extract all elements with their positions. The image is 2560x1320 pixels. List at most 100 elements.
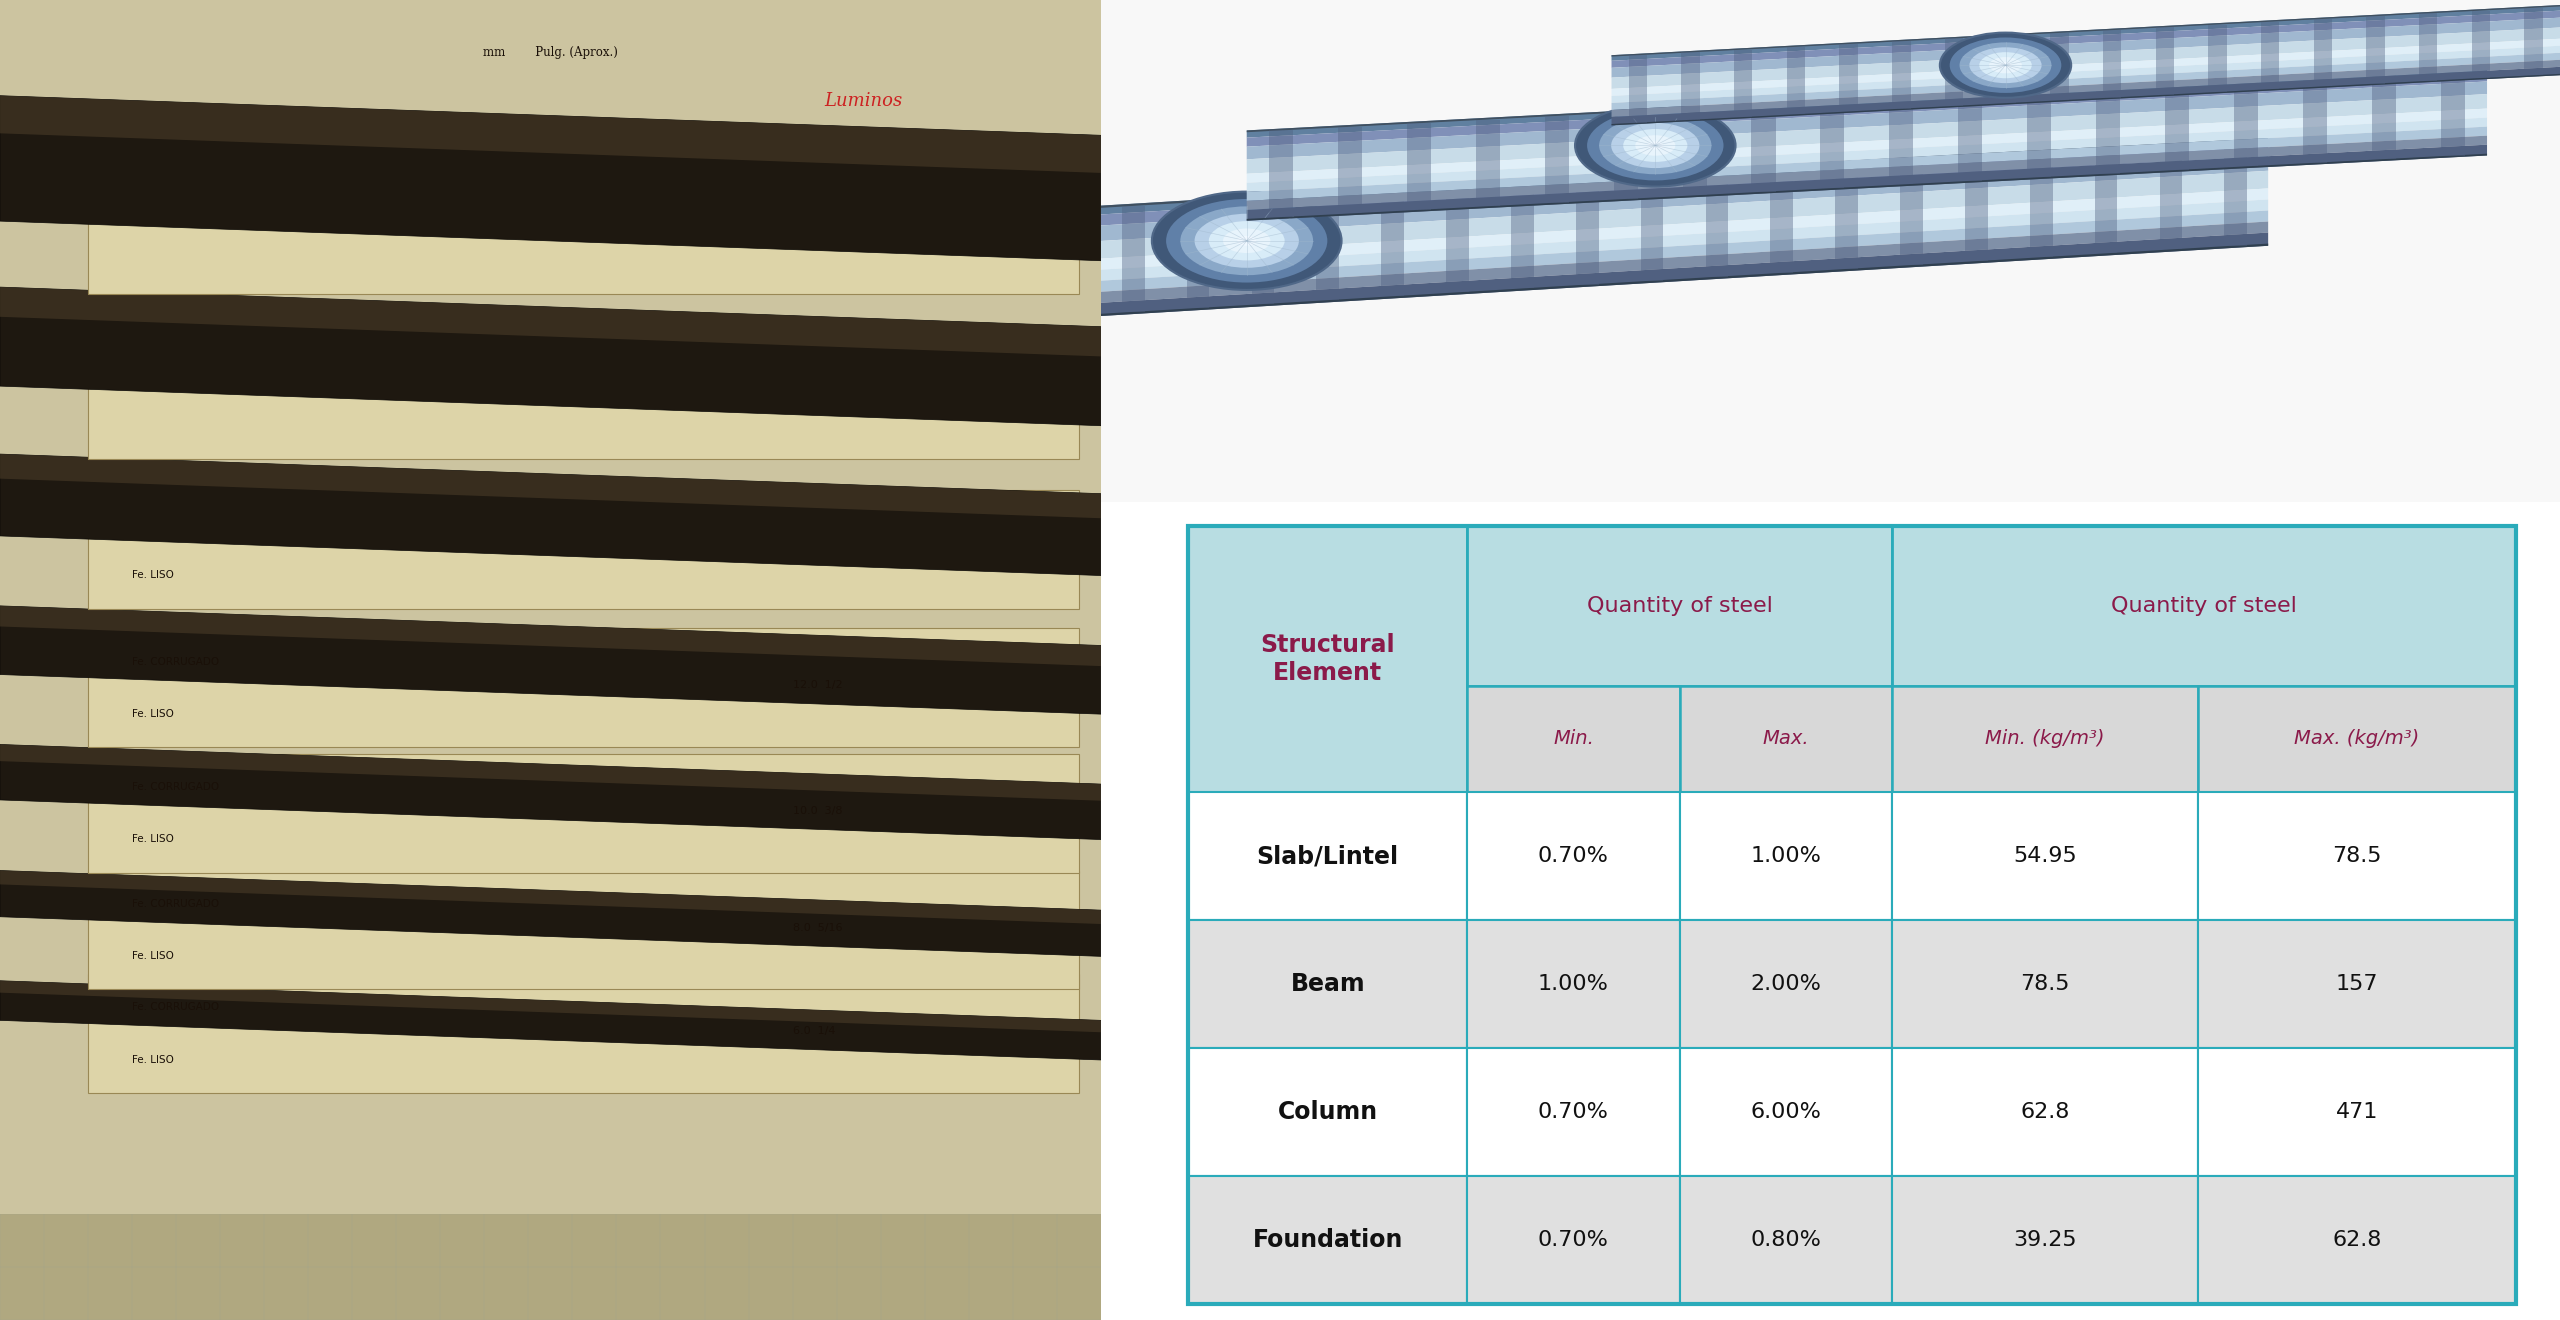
Ellipse shape bbox=[1610, 123, 1700, 168]
Polygon shape bbox=[1247, 65, 2488, 137]
Ellipse shape bbox=[1958, 42, 2051, 88]
Bar bbox=[1679, 792, 1892, 920]
Bar bbox=[87, 871, 1078, 990]
Bar bbox=[1188, 527, 1467, 792]
Bar bbox=[1188, 202, 1208, 308]
Bar bbox=[87, 754, 1078, 873]
Polygon shape bbox=[0, 871, 1101, 956]
Bar bbox=[1188, 792, 1467, 920]
Bar bbox=[1467, 792, 1679, 920]
Bar bbox=[1316, 194, 1339, 300]
Bar bbox=[1577, 178, 1597, 285]
Polygon shape bbox=[1101, 170, 2268, 259]
Bar bbox=[1946, 38, 1964, 106]
Text: 16.0  5/8: 16.0 5/8 bbox=[794, 541, 842, 552]
Text: 0.70%: 0.70% bbox=[1539, 846, 1608, 866]
Bar bbox=[1682, 53, 1700, 120]
Ellipse shape bbox=[1999, 62, 2012, 69]
Bar bbox=[2161, 144, 2181, 249]
Polygon shape bbox=[0, 288, 1101, 356]
Text: Fe. CORRUGADO: Fe. CORRUGADO bbox=[133, 1002, 220, 1012]
Bar bbox=[1467, 1176, 1679, 1304]
Bar bbox=[87, 628, 1078, 747]
Text: Fe. CORRUGADO: Fe. CORRUGADO bbox=[133, 517, 220, 528]
Text: Fe. CORRUGADO: Fe. CORRUGADO bbox=[133, 899, 220, 908]
Bar bbox=[1467, 686, 1679, 792]
Ellipse shape bbox=[1623, 129, 1687, 162]
Ellipse shape bbox=[1636, 135, 1674, 156]
Polygon shape bbox=[1247, 145, 2488, 220]
Polygon shape bbox=[1247, 108, 2488, 182]
Bar bbox=[1679, 1176, 1892, 1304]
Bar bbox=[1705, 170, 1728, 277]
Bar bbox=[1641, 174, 1664, 281]
Bar bbox=[1892, 686, 2196, 792]
Polygon shape bbox=[0, 454, 1101, 519]
Text: Min. (kg/m³): Min. (kg/m³) bbox=[1984, 730, 2104, 748]
Ellipse shape bbox=[1989, 57, 2022, 74]
Bar bbox=[1841, 44, 1859, 111]
Polygon shape bbox=[1247, 127, 2488, 201]
Bar bbox=[2196, 1176, 2516, 1304]
Bar bbox=[1892, 527, 2516, 686]
Text: Quantity of steel: Quantity of steel bbox=[2112, 595, 2296, 616]
Bar bbox=[1892, 920, 2196, 1048]
Text: Quantity of steel: Quantity of steel bbox=[1587, 595, 1772, 616]
Polygon shape bbox=[0, 871, 1101, 924]
Bar bbox=[1270, 131, 1293, 216]
Polygon shape bbox=[1247, 73, 2488, 147]
Bar bbox=[1628, 55, 1646, 123]
Bar bbox=[2094, 148, 2117, 253]
Polygon shape bbox=[1613, 17, 2560, 78]
Text: Fe. LISO: Fe. LISO bbox=[133, 834, 174, 845]
Ellipse shape bbox=[1196, 214, 1298, 268]
Bar bbox=[1252, 198, 1275, 304]
Bar bbox=[2235, 79, 2258, 166]
Polygon shape bbox=[0, 744, 1101, 801]
Bar bbox=[1475, 120, 1500, 206]
Bar bbox=[1544, 116, 1569, 202]
Bar bbox=[2209, 25, 2227, 92]
Bar bbox=[87, 490, 1078, 609]
Polygon shape bbox=[1613, 5, 2560, 57]
Bar bbox=[1121, 206, 1144, 312]
Bar bbox=[1679, 686, 1892, 792]
Bar bbox=[1966, 156, 1987, 261]
Bar bbox=[1892, 1048, 2196, 1176]
Text: 12.0  1/2: 12.0 1/2 bbox=[794, 680, 842, 690]
Polygon shape bbox=[1613, 11, 2560, 67]
Bar bbox=[1751, 106, 1777, 191]
Polygon shape bbox=[0, 606, 1101, 714]
Text: Column: Column bbox=[1277, 1100, 1377, 1123]
Bar bbox=[2440, 69, 2465, 156]
Text: Fe. CORRUGADO: Fe. CORRUGADO bbox=[133, 656, 220, 667]
Bar bbox=[2301, 77, 2327, 162]
Bar bbox=[87, 339, 1078, 459]
Text: Fe. LISO: Fe. LISO bbox=[133, 1055, 174, 1065]
Bar bbox=[2196, 1048, 2516, 1176]
Bar bbox=[2371, 73, 2396, 160]
Bar bbox=[2473, 11, 2491, 78]
Polygon shape bbox=[1101, 189, 2268, 269]
Text: Max. (kg/m³): Max. (kg/m³) bbox=[2294, 730, 2419, 748]
Text: Slab/Lintel: Slab/Lintel bbox=[1257, 843, 1398, 869]
Bar bbox=[2028, 91, 2051, 177]
Ellipse shape bbox=[1180, 206, 1313, 275]
Bar bbox=[87, 974, 1078, 1093]
Ellipse shape bbox=[1208, 222, 1285, 260]
Text: 10.0  3/8: 10.0 3/8 bbox=[794, 805, 842, 816]
Ellipse shape bbox=[1969, 48, 2043, 83]
Text: 1.00%: 1.00% bbox=[1539, 974, 1608, 994]
Text: 0.80%: 0.80% bbox=[1751, 1230, 1820, 1250]
Ellipse shape bbox=[1152, 191, 1341, 290]
Bar bbox=[2365, 16, 2386, 83]
Polygon shape bbox=[0, 744, 1101, 840]
Bar bbox=[1408, 123, 1431, 210]
Text: 8.0  5/16: 8.0 5/16 bbox=[794, 923, 842, 932]
Polygon shape bbox=[1101, 210, 2268, 292]
Polygon shape bbox=[1101, 222, 2268, 302]
Polygon shape bbox=[1613, 59, 2560, 117]
Bar bbox=[1997, 36, 2015, 103]
Bar bbox=[1467, 527, 1892, 686]
Bar bbox=[1446, 186, 1469, 292]
